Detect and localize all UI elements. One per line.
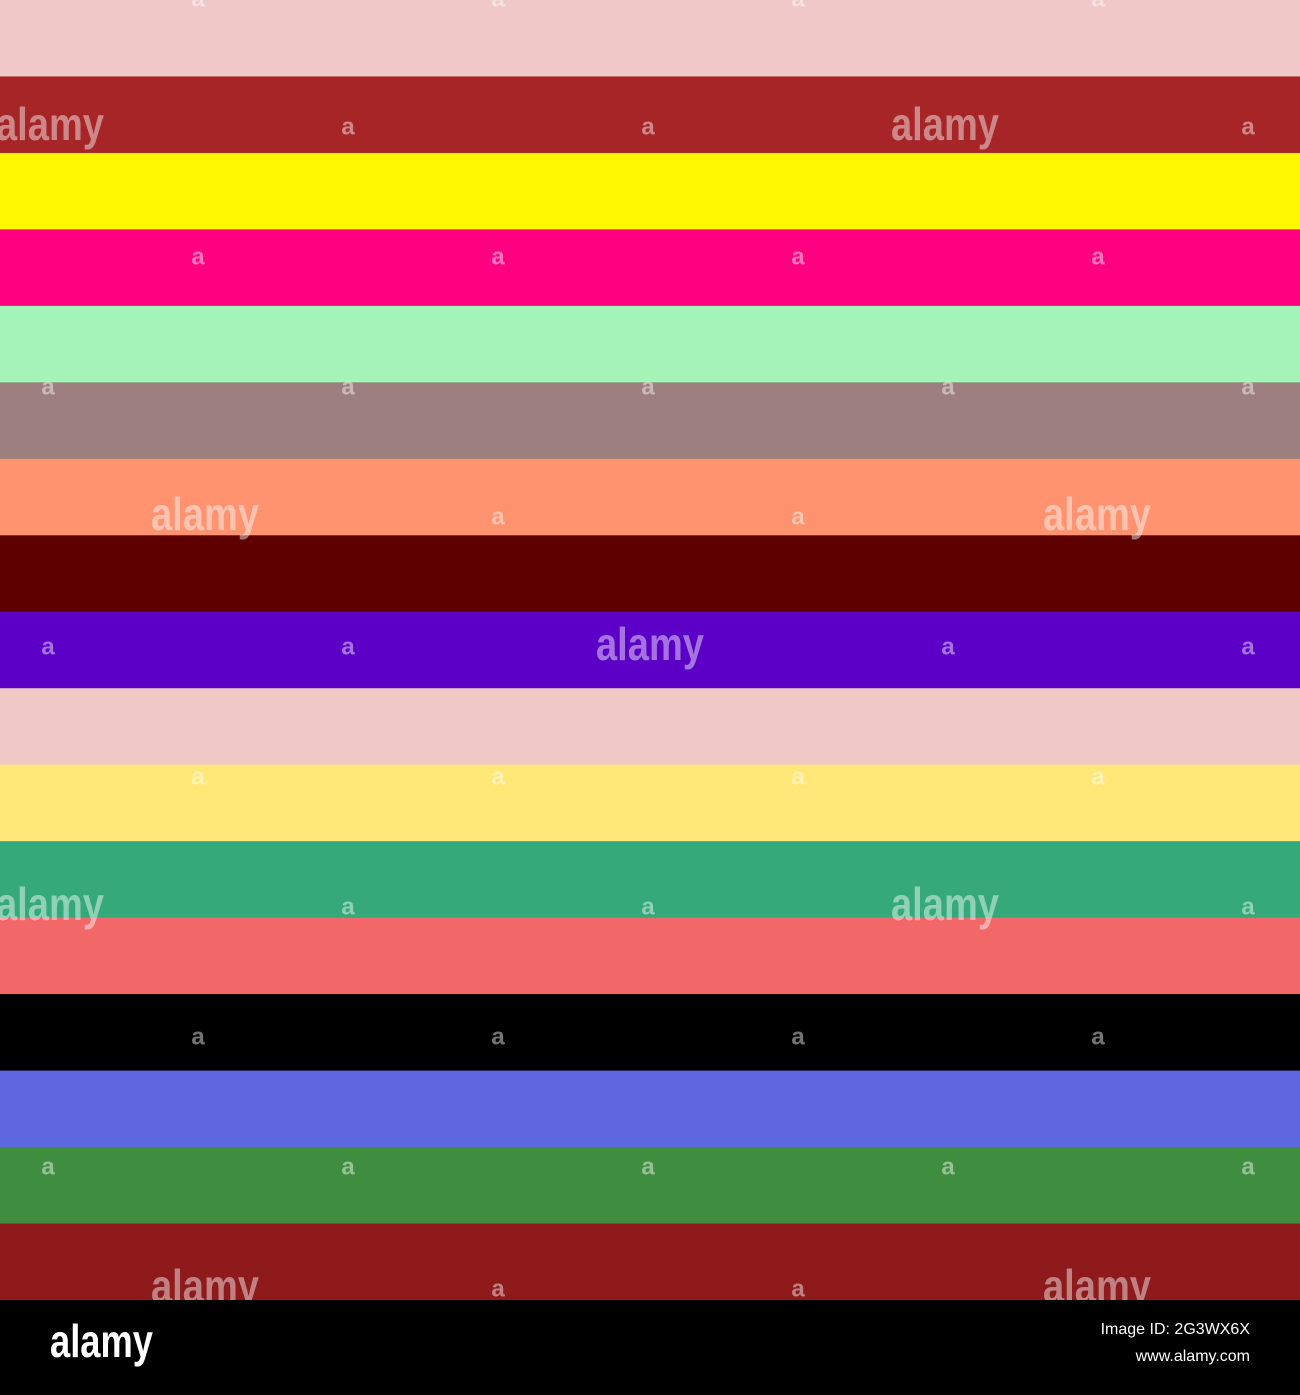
watermark-letter: a	[341, 893, 355, 920]
watermark-letter: a	[491, 503, 505, 530]
watermark-letter: a	[641, 893, 655, 920]
watermark-letter: a	[1091, 243, 1105, 270]
stripe	[0, 764, 1300, 842]
watermark-logo: alamy	[151, 1260, 259, 1312]
watermark-letter: a	[491, 1023, 505, 1050]
watermark-letter: a	[941, 1153, 955, 1180]
watermark-letter: a	[1241, 1153, 1255, 1180]
stripe	[0, 917, 1300, 995]
watermark-letter: a	[191, 0, 205, 12]
watermark-letter: a	[41, 633, 55, 660]
watermark-logo: alamy	[0, 98, 104, 150]
stripe-area: a a a a alamy a a alamy a a a a a a a a a a alamy a a alamy a a…	[0, 0, 1300, 1312]
stripe	[0, 535, 1300, 613]
stripe	[0, 1070, 1300, 1148]
stripe	[0, 0, 1300, 77]
stripe	[0, 305, 1300, 383]
watermark-letter: a	[1091, 0, 1105, 12]
watermark-letter: a	[191, 243, 205, 270]
watermark-letter: a	[41, 1153, 55, 1180]
watermark-letter: a	[1241, 893, 1255, 920]
stripe	[0, 152, 1300, 230]
watermark-letter: a	[41, 373, 55, 400]
watermark-letter: a	[641, 373, 655, 400]
stripe	[0, 688, 1300, 766]
watermark-letter: a	[341, 633, 355, 660]
stripe	[0, 1223, 1300, 1300]
stripe	[0, 611, 1300, 689]
watermark-letter: a	[1091, 1023, 1105, 1050]
watermark-letter: a	[941, 373, 955, 400]
watermark-letter: a	[791, 1275, 805, 1302]
site-url: www.alamy.com	[1135, 1348, 1250, 1365]
watermark-letter: a	[491, 0, 505, 12]
stripe	[0, 994, 1300, 1072]
watermark-letter: a	[791, 763, 805, 790]
watermark-logo: alamy	[891, 98, 999, 150]
watermark-letter: a	[1241, 633, 1255, 660]
footer-bar	[0, 1300, 1300, 1390]
watermark-letter: a	[341, 1153, 355, 1180]
watermark-logo: alamy	[891, 878, 999, 930]
image-id: Image ID: 2G3WX6X	[1101, 1321, 1251, 1338]
footer-logo: alamy	[50, 1315, 153, 1367]
watermark-logo: alamy	[151, 488, 259, 540]
watermark-logo: alamy	[0, 878, 104, 930]
watermark-letter: a	[341, 373, 355, 400]
watermark-letter: a	[1241, 373, 1255, 400]
stripe	[0, 458, 1300, 536]
watermark-letter: a	[941, 633, 955, 660]
stripe	[0, 76, 1300, 154]
watermark-letter: a	[791, 1023, 805, 1050]
watermark-letter: a	[341, 113, 355, 140]
watermark-logo: alamy	[1043, 1260, 1151, 1312]
watermark-letter: a	[791, 503, 805, 530]
watermark-letter: a	[1241, 113, 1255, 140]
stripe	[0, 229, 1300, 307]
watermark-letter: a	[641, 1153, 655, 1180]
stripe	[0, 841, 1300, 919]
stripe	[0, 1147, 1300, 1225]
watermark-letter: a	[491, 763, 505, 790]
watermark-letter: a	[1091, 763, 1105, 790]
watermark-letter: a	[491, 1275, 505, 1302]
watermark-letter: a	[191, 1023, 205, 1050]
watermark-logo: alamy	[1043, 488, 1151, 540]
watermark-letter: a	[791, 0, 805, 12]
watermark-letter: a	[791, 243, 805, 270]
watermark-letter: a	[191, 763, 205, 790]
watermark-letter: a	[641, 113, 655, 140]
watermark-logo: alamy	[596, 618, 704, 670]
watermark-letter: a	[491, 243, 505, 270]
stripe	[0, 382, 1300, 460]
